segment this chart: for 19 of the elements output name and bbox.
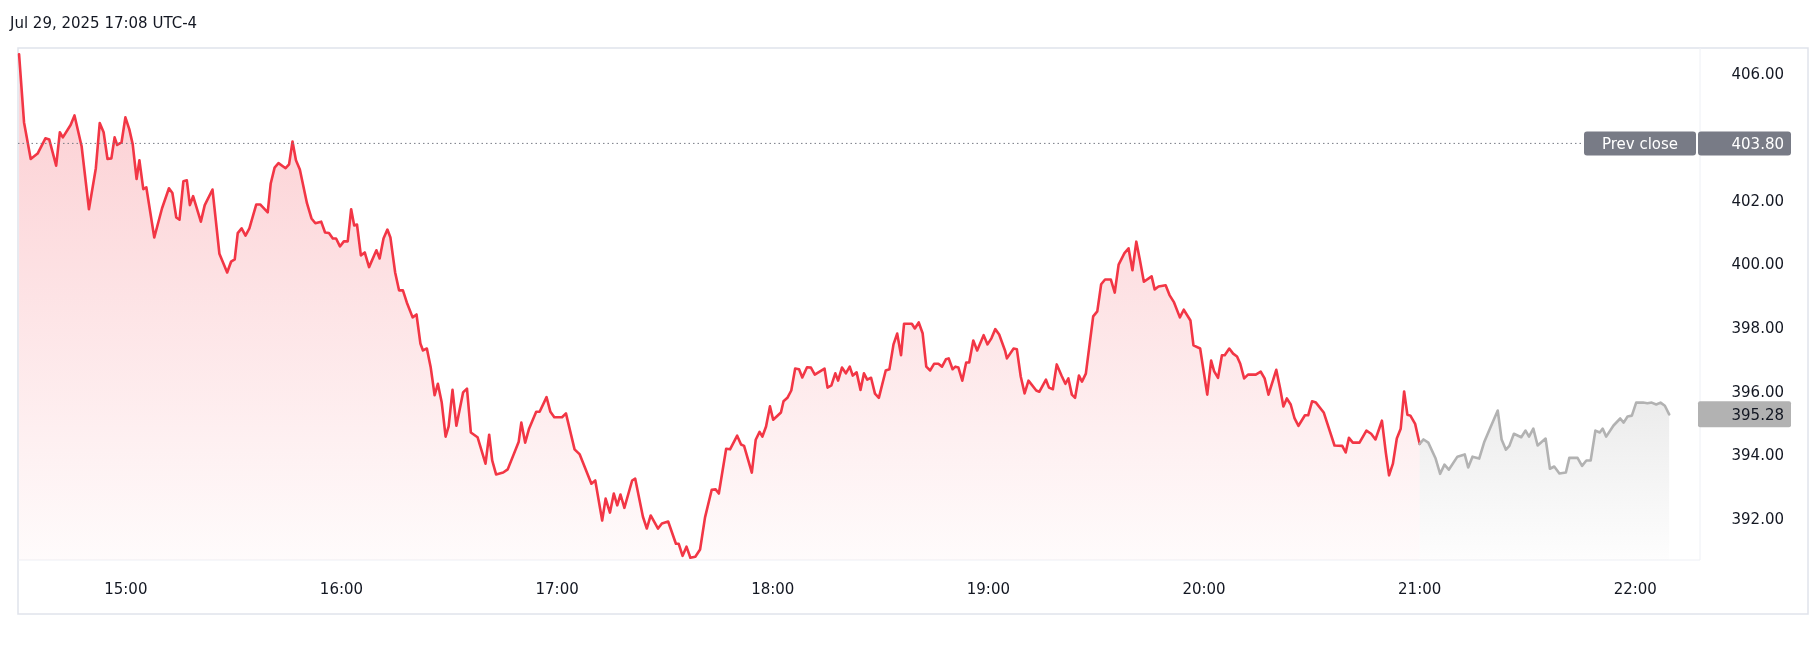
y-tick-label: 398.00 <box>1731 319 1784 338</box>
y-tick-label: 402.00 <box>1731 191 1784 210</box>
x-tick-label: 22:00 <box>1613 580 1657 598</box>
x-tick-label: 19:00 <box>966 580 1010 598</box>
x-tick-label: 17:00 <box>535 580 579 598</box>
y-tick-label: 400.00 <box>1731 255 1784 274</box>
ref-line-label: Prev close <box>1601 134 1679 153</box>
y-tick-label: 396.00 <box>1731 382 1784 401</box>
x-tick-label: 20:00 <box>1182 580 1226 598</box>
x-tick-label: 15:00 <box>104 580 148 598</box>
y-tick-label: 406.00 <box>1731 64 1784 83</box>
x-tick-label: 16:00 <box>319 580 364 598</box>
x-tick-label: 18:00 <box>751 580 795 598</box>
chart-title: Jul 29, 2025 17:08 UTC-4 <box>9 14 198 32</box>
y-tick-label: 395.28 <box>1731 405 1784 424</box>
x-tick-label: 21:00 <box>1398 580 1442 598</box>
y-tick-label: 394.00 <box>1731 446 1784 465</box>
y-tick-label: 403.80 <box>1731 134 1784 153</box>
y-tick-label: 392.00 <box>1731 509 1784 528</box>
